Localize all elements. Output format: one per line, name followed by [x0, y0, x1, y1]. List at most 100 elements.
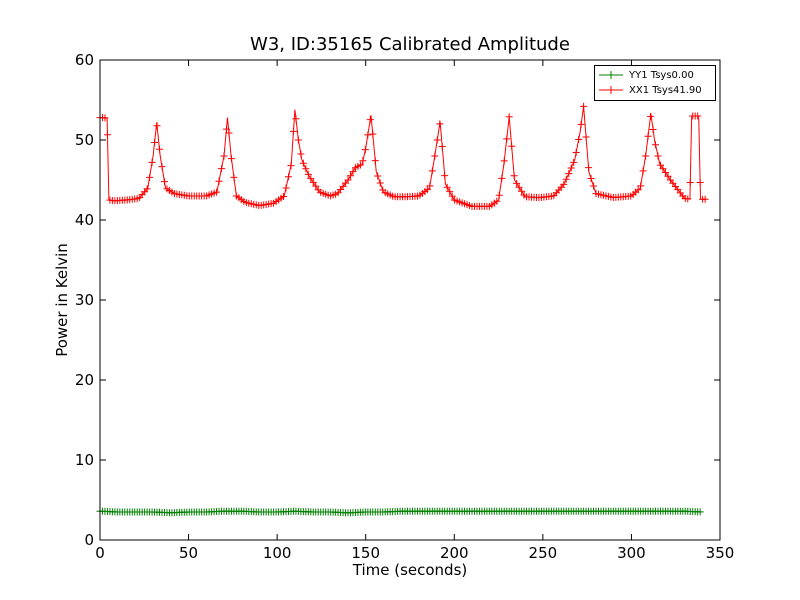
tick-layer: 0 50 100 150 200 250 300 350 0 10 20 30 40 50 60: [75, 51, 734, 562]
data-point: [374, 172, 382, 180]
data-point: [431, 152, 439, 160]
plot-area: [100, 60, 720, 540]
data-point: [505, 113, 513, 121]
data-point: [371, 157, 379, 165]
data-point: [344, 176, 352, 184]
y-tick-label: 10: [75, 451, 94, 469]
data-point: [582, 133, 590, 141]
data-point: [590, 182, 598, 190]
y-tick-label: 60: [75, 51, 94, 69]
data-point: [215, 177, 223, 185]
data-point: [426, 182, 434, 190]
data-point: [289, 127, 297, 135]
data-point: [359, 157, 367, 165]
data-point: [639, 167, 647, 175]
data-point: [694, 112, 702, 120]
data-point: [642, 152, 650, 160]
data-point: [218, 165, 226, 173]
x-tick-label: 100: [263, 544, 292, 562]
data-point: [637, 182, 645, 190]
data-point: [292, 115, 300, 123]
data-point: [160, 178, 168, 186]
data-point: [143, 185, 151, 193]
data-point: [213, 188, 221, 196]
data-point: [309, 178, 317, 186]
data-point: [446, 188, 454, 196]
data-point: [498, 174, 506, 182]
series-1: [96, 102, 709, 210]
data-point: [656, 161, 664, 169]
y-tick-label: 30: [75, 291, 94, 309]
data-point: [661, 169, 669, 177]
data-point: [560, 180, 568, 188]
data-point: [366, 116, 374, 124]
data-point: [151, 139, 159, 147]
data-point: [664, 172, 672, 180]
data-point: [508, 142, 516, 150]
data-point: [696, 508, 704, 516]
x-axis-label: Time (seconds): [352, 561, 468, 579]
data-point: [701, 195, 709, 203]
plot-frame: [99, 59, 721, 541]
data-point: [369, 130, 377, 138]
y-tick-label: 40: [75, 211, 94, 229]
data-point: [299, 159, 307, 167]
x-tick-label: 350: [706, 544, 735, 562]
data-point: [503, 135, 511, 143]
data-point: [567, 164, 575, 172]
data-point: [500, 157, 508, 165]
data-point: [495, 191, 503, 199]
legend-swatch-yy1-icon: [599, 71, 623, 79]
data-point: [312, 182, 320, 190]
data-point: [577, 120, 585, 128]
data-point: [346, 172, 354, 180]
y-axis-label: Power in Kelvin: [53, 243, 71, 357]
data-point: [654, 152, 662, 160]
data-point: [282, 184, 290, 192]
data-point: [493, 197, 501, 205]
data-point: [513, 179, 521, 187]
legend-label-xx1: XX1 Tsys41.90: [629, 84, 702, 96]
data-point: [570, 158, 578, 166]
data-point: [428, 167, 436, 175]
data-point: [222, 125, 230, 133]
data-point: [565, 170, 573, 178]
data-point: [302, 165, 310, 173]
data-point: [153, 122, 161, 130]
x-tick-label: 50: [179, 544, 198, 562]
legend-entry-xx1: XX1 Tsys41.90: [599, 83, 702, 97]
data-point: [634, 186, 642, 194]
data-point: [649, 125, 657, 133]
data-point: [376, 179, 384, 187]
data-point: [220, 152, 228, 160]
data-point: [304, 170, 312, 178]
data-point: [148, 158, 156, 166]
x-tick-label: 0: [95, 544, 105, 562]
y-tick-label: 0: [84, 531, 94, 549]
data-point: [585, 164, 593, 172]
data-point: [580, 102, 588, 110]
legend-swatch-xx1-icon: [599, 86, 623, 94]
x-tick-label: 200: [440, 544, 469, 562]
data-point: [441, 172, 449, 180]
data-point: [225, 129, 233, 137]
data-point: [647, 112, 655, 120]
data-point: [696, 179, 704, 187]
data-point: [562, 175, 570, 183]
data-point: [280, 192, 288, 200]
data-point: [294, 136, 302, 144]
data-point: [518, 187, 526, 195]
y-tick-label: 20: [75, 371, 94, 389]
data-point: [510, 172, 518, 180]
legend-label-yy1: YY1 Tsys0.00: [629, 69, 694, 81]
data-point: [356, 161, 364, 169]
data-point: [349, 168, 357, 176]
data-point: [515, 183, 523, 191]
data-point: [587, 174, 595, 182]
series-0: [96, 507, 704, 517]
data-point: [103, 131, 111, 139]
data-point: [423, 186, 431, 194]
data-point: [438, 143, 446, 151]
x-tick-label: 150: [351, 544, 380, 562]
